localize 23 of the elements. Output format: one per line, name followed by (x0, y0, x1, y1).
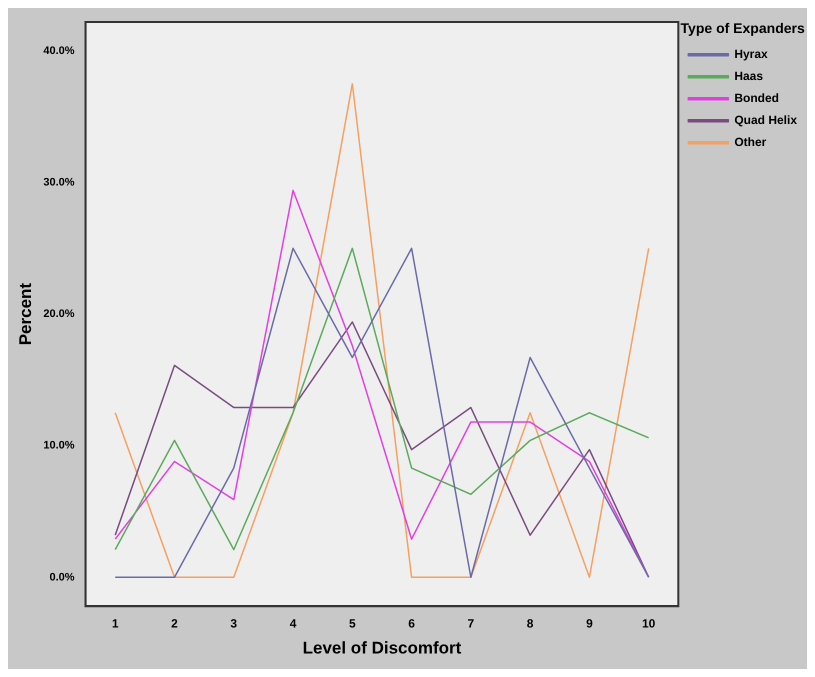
x-tick-label: 3 (230, 616, 238, 631)
x-axis-title: Level of Discomfort (302, 638, 462, 658)
x-tick-label: 4 (290, 616, 297, 631)
y-tick-label: 40.0% (43, 44, 75, 57)
y-tick-label: 20.0% (43, 308, 75, 320)
y-axis-title: Percent (16, 282, 35, 346)
legend-label: Haas (734, 69, 764, 84)
legend-label: Bonded (734, 91, 779, 106)
legend-title: Type of Expanders (680, 20, 805, 36)
legend-label: Quad Helix (734, 113, 798, 128)
x-tick-label: 5 (348, 616, 356, 631)
x-tick-label: 1 (112, 616, 119, 631)
x-tick-label: 10 (642, 616, 656, 631)
x-tick-label: 6 (408, 616, 416, 631)
x-tick-label: 7 (468, 616, 475, 631)
legend-label: Other (734, 135, 767, 150)
x-tick-label: 2 (171, 616, 178, 631)
legend-label: Hyrax (734, 47, 768, 62)
y-tick-label: 30.0% (43, 176, 75, 189)
y-tick-label: 10.0% (43, 440, 75, 452)
x-tick-label: 9 (586, 616, 594, 631)
x-tick-label: 8 (526, 616, 534, 631)
y-tick-label: 0.0% (50, 571, 75, 584)
